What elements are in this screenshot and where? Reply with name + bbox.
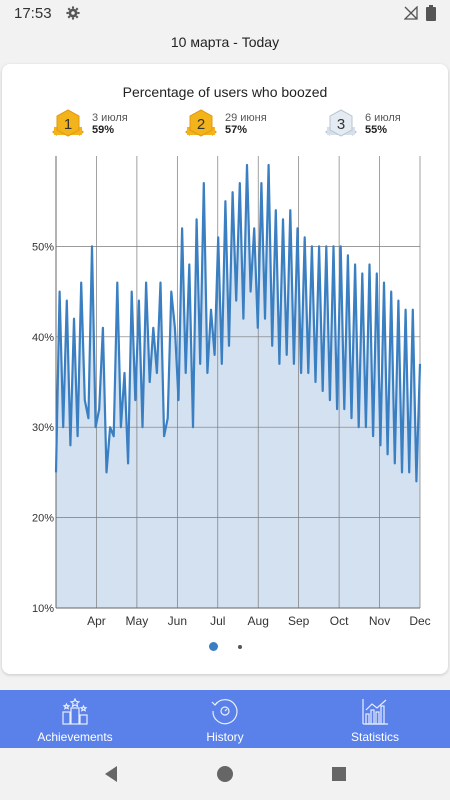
system-nav-bar <box>0 748 450 800</box>
medal-2: 2 29 июня 57% <box>183 108 267 140</box>
x-tick-label: Apr <box>87 614 106 628</box>
status-time: 17:53 <box>14 4 52 22</box>
medal-2-percent: 57% <box>225 124 248 136</box>
status-bar: 17:53 <box>0 0 450 26</box>
x-tick-label: Nov <box>369 614 390 628</box>
medal-3-icon: 3 <box>325 109 357 137</box>
date-header[interactable]: 10 марта - Today <box>170 34 280 50</box>
medal-3-date: 6 июля <box>365 112 401 124</box>
x-tick-label: Aug <box>248 614 269 628</box>
x-tick-label: Jun <box>168 614 187 628</box>
x-tick-label: Dec <box>409 614 430 628</box>
nav-achievements-label: Achievements <box>37 730 113 744</box>
medal-2-icon: 2 <box>185 109 217 137</box>
medal-1-percent: 59% <box>92 124 115 136</box>
medal-3: 3 6 июля 55% <box>323 108 401 140</box>
svg-text:3: 3 <box>337 116 345 133</box>
nav-history-label: History <box>206 730 244 744</box>
no-signal-icon <box>404 6 418 20</box>
nav-history[interactable]: History <box>150 690 300 748</box>
back-icon[interactable] <box>103 765 119 783</box>
series-area <box>56 165 420 608</box>
page-indicator[interactable] <box>2 642 448 651</box>
y-tick-label: 20% <box>32 513 54 525</box>
svg-text:1: 1 <box>64 116 72 133</box>
y-tick-label: 50% <box>32 241 54 253</box>
recents-icon[interactable] <box>331 766 347 782</box>
page-dot[interactable] <box>237 644 242 649</box>
nav-statistics[interactable]: Statistics <box>300 690 450 748</box>
x-tick-label: May <box>126 614 149 628</box>
page-dot-active[interactable] <box>208 642 218 651</box>
medal-1: 1 3 июля 59% <box>50 108 128 140</box>
history-icon <box>211 699 238 725</box>
y-tick-label: 10% <box>32 603 54 615</box>
medal-1-icon: 1 <box>52 109 84 137</box>
bottom-nav: Achievements History Statistics <box>0 690 450 748</box>
x-tick-label: Sep <box>288 614 310 628</box>
gear-icon[interactable] <box>65 6 80 20</box>
chart-card: Percentage of users who boozed 1 3 июля … <box>2 64 448 674</box>
y-tick-label: 40% <box>32 332 54 344</box>
x-tick-label: Jul <box>210 614 225 628</box>
area-chart[interactable]: Apr May Jun Jul Aug Sep Oct Nov Dec 10% 20% 30% 40% 5… <box>2 64 448 644</box>
statistics-icon <box>362 699 388 725</box>
x-tick-label: Oct <box>330 614 349 628</box>
svg-text:2: 2 <box>197 116 205 133</box>
chart-title: Percentage of users who boozed <box>122 84 328 100</box>
achievements-icon <box>62 697 88 725</box>
medal-1-date: 3 июля <box>92 112 128 124</box>
medal-2-date: 29 июня <box>225 112 267 124</box>
y-tick-label: 30% <box>32 422 54 434</box>
nav-statistics-label: Statistics <box>350 730 399 744</box>
series-line <box>54 163 422 483</box>
medal-3-percent: 55% <box>365 124 388 136</box>
nav-achievements[interactable]: Achievements <box>0 690 150 748</box>
home-icon[interactable] <box>215 764 235 784</box>
battery-icon <box>426 5 436 21</box>
